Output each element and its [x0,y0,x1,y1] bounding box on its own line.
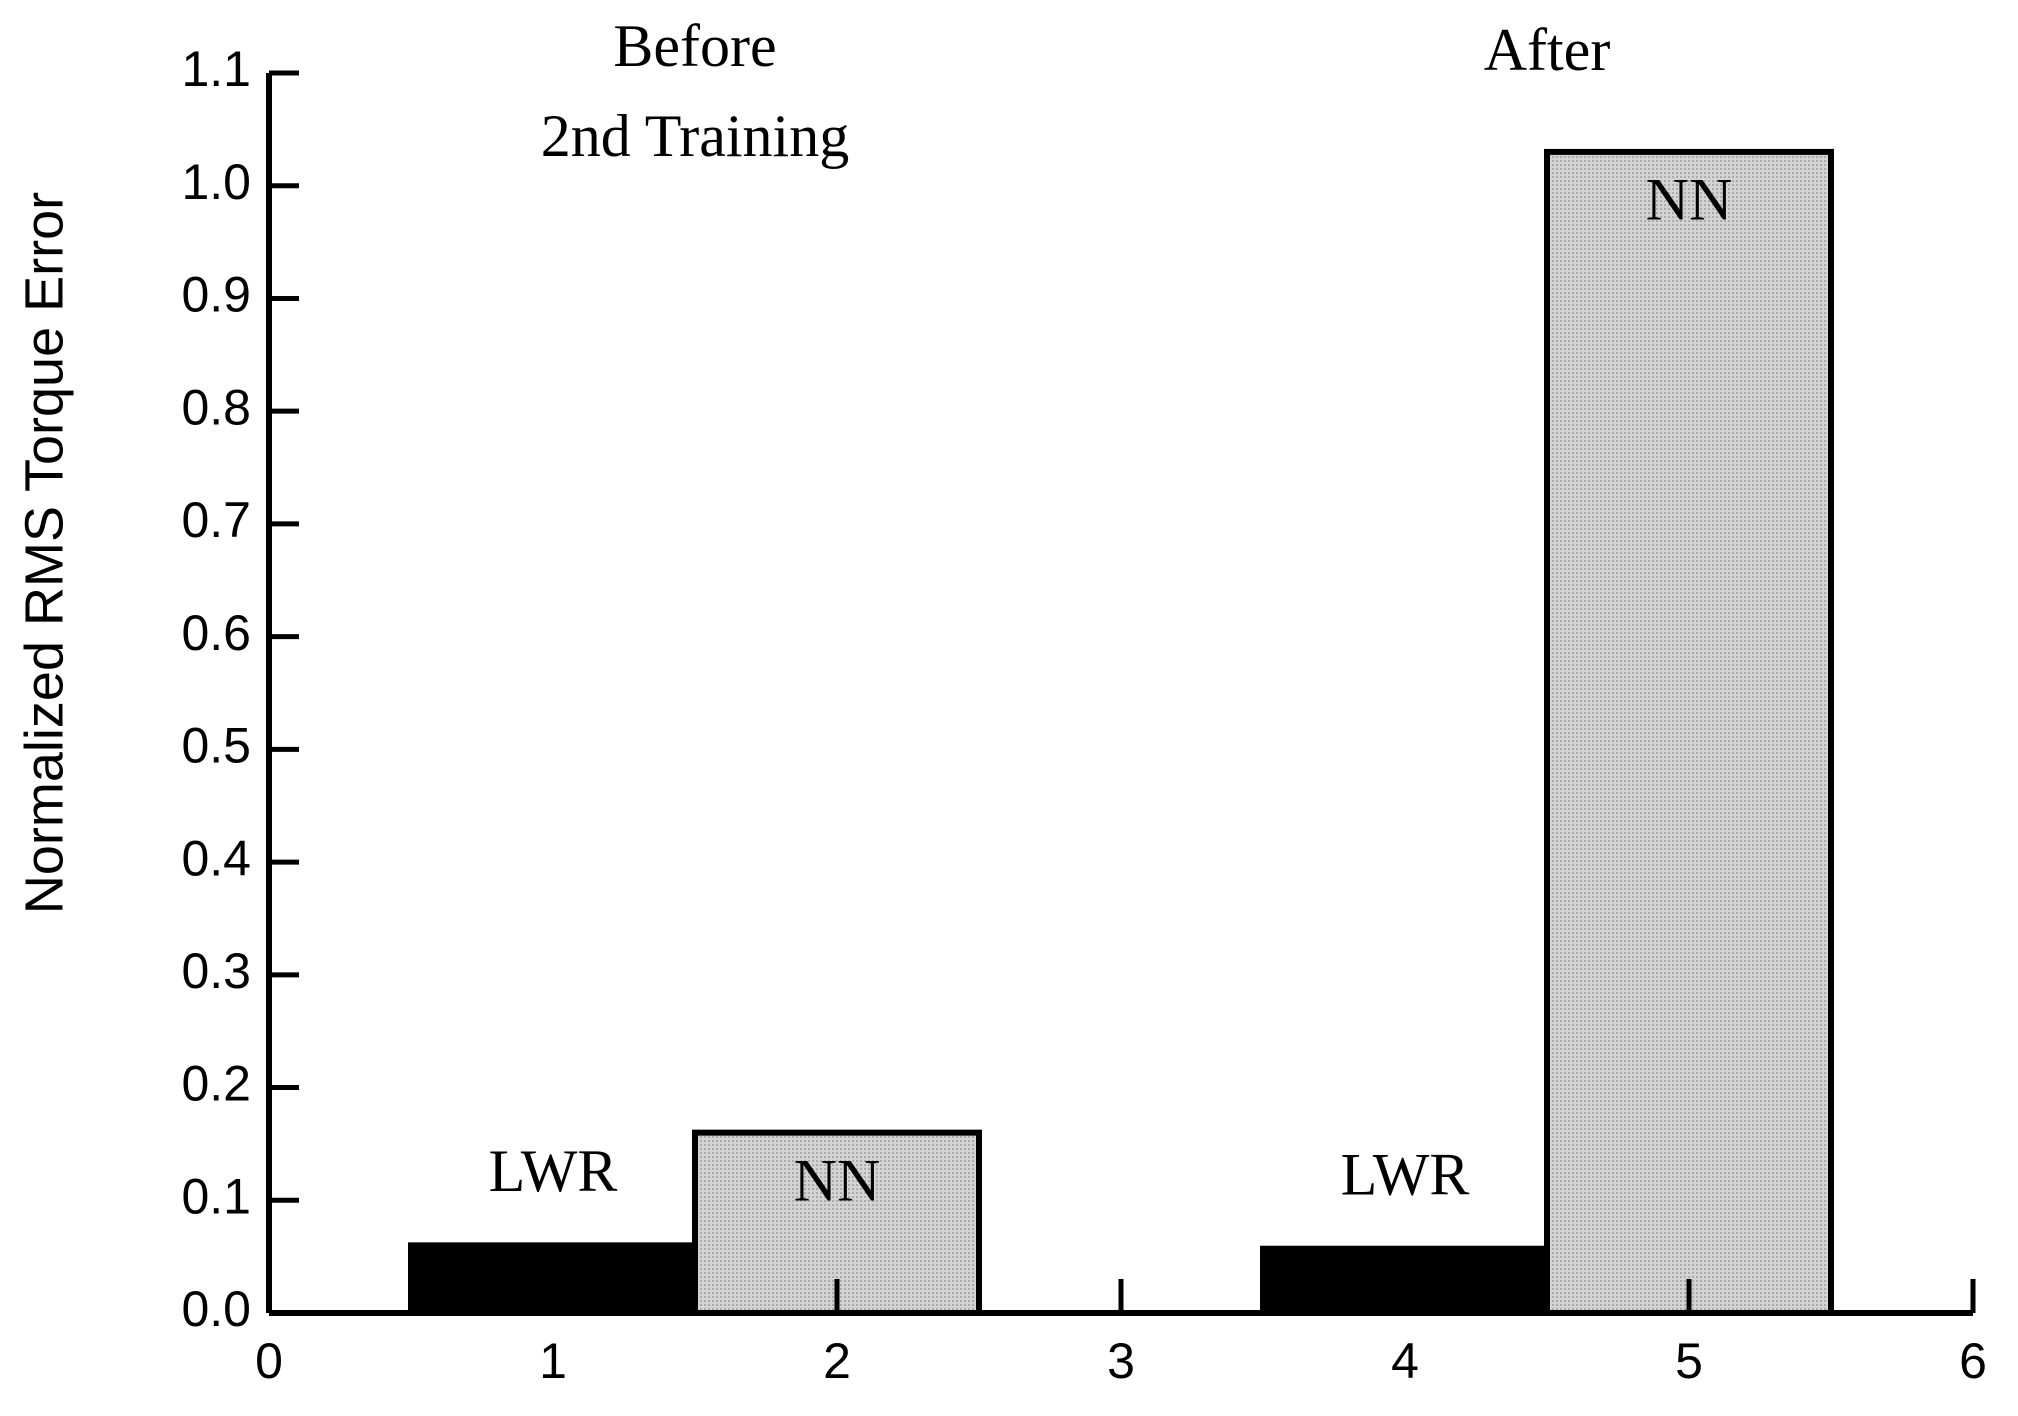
y-tick-label: 0.7 [181,492,251,548]
y-tick-label: 0.4 [181,830,251,886]
y-tick-label: 0.2 [181,1056,251,1112]
y-axis-label: Normalized RMS Torque Error [14,192,74,914]
annotation: After [1484,17,1611,83]
y-tick-label: 0.0 [181,1281,251,1337]
annotation: Before [613,13,776,79]
y-tick-label: 0.8 [181,379,251,435]
y-tick-label: 0.5 [181,718,251,774]
bar [1544,148,1834,1317]
x-tick-label: 2 [823,1333,851,1389]
y-tick-label: 0.1 [181,1168,251,1224]
y-tick-label: 0.6 [181,605,251,661]
x-tick-label: 0 [255,1333,283,1389]
bar-label: NN [1646,167,1733,233]
x-tick-label: 3 [1107,1333,1135,1389]
y-tick-label: 0.3 [181,943,251,999]
bar-label: LWR [489,1138,618,1204]
y-tick-label: 1.0 [181,154,251,210]
y-tick-label: 1.1 [181,41,251,97]
x-tick-label: 4 [1391,1333,1419,1389]
y-tick-label: 0.9 [181,267,251,323]
bar-label: LWR [1341,1142,1470,1208]
bar-label: NN [794,1147,881,1213]
x-tick-label: 6 [1959,1333,1987,1389]
x-tick-label: 5 [1675,1333,1703,1389]
x-tick-label: 1 [539,1333,567,1389]
annotation: 2nd Training [541,103,849,169]
